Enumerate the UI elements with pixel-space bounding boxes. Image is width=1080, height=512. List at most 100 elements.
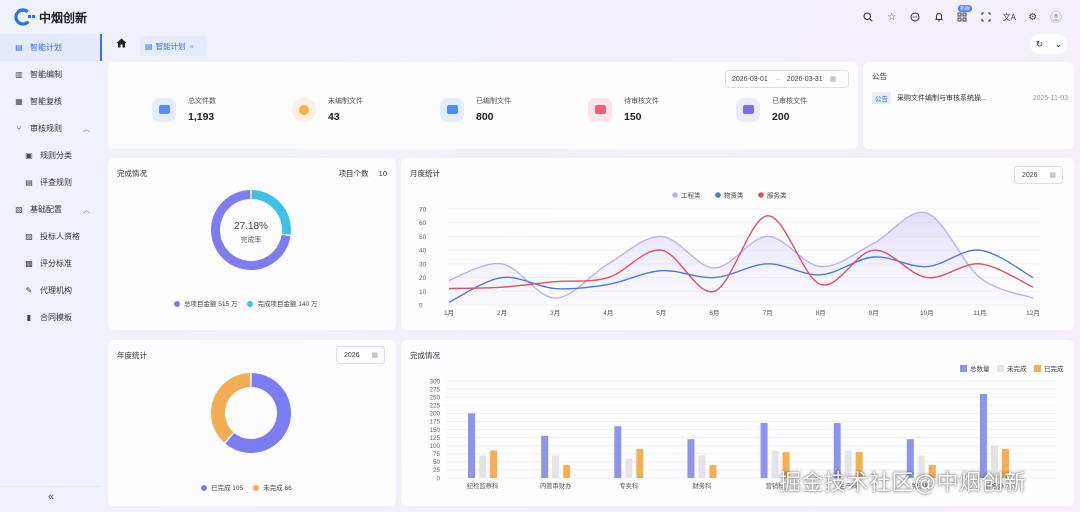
x-tick-label: 8月 (816, 309, 826, 317)
pie-slice (251, 190, 291, 235)
monthly-year-select[interactable]: 2026 ▦ (1014, 166, 1063, 184)
sidebar-item-base-config[interactable]: ▧ 基础配置 ︿ (0, 196, 102, 223)
apps-icon[interactable]: 新版 (951, 5, 975, 25)
calendar-icon: ▦ (371, 352, 378, 359)
x-tick-label: 1月 (444, 309, 454, 317)
bar (833, 423, 841, 478)
x-tick-label: 10月 (920, 309, 934, 317)
range-arrow: → (773, 75, 781, 83)
x-tick-label: 6月 (709, 309, 719, 317)
monthly-line-chart: 0 10 20 30 40 50 60 70 1月 2月 3月 4月 5月 6月 7月 8月 9月 10月 11月 1… (419, 191, 1041, 317)
x-tick-label: 财务科 (692, 481, 712, 490)
x-tick-label: 物流科 (912, 481, 932, 490)
chevron-down-icon[interactable]: ⌄ (1054, 38, 1063, 49)
tab-smart-plan[interactable]: ▤ 智能计划 × (140, 36, 207, 56)
legend-marker (960, 365, 967, 372)
calendar-icon: ▦ (829, 76, 837, 83)
sidebar-item-agency[interactable]: ✎ 代理机构 (0, 277, 102, 304)
stat-value: 150 (624, 111, 642, 123)
bar (771, 450, 779, 478)
notice-item[interactable]: 公告 采购文件编制与审核系统操... 2025-11-03 (872, 92, 1068, 104)
completion-legend: 总项目金额 515 万 完成项目金额 140 万 (174, 298, 317, 308)
avatar[interactable] (1045, 9, 1069, 25)
fullscreen-icon[interactable] (974, 9, 998, 25)
bar (687, 439, 695, 478)
sidebar-item-audit-rules[interactable]: ⑂ 审核规则 ︿ (0, 115, 102, 142)
sidebar-item-scoring-standard[interactable]: ▩ 评分标准 (0, 250, 102, 277)
home-icon[interactable] (116, 38, 127, 51)
sidebar-item-smart-compile[interactable]: ▥ 智能编制 (0, 61, 102, 88)
app-logo[interactable]: 中烟创新 (14, 7, 87, 27)
start-date: 2026-03-01 (732, 75, 768, 83)
legend-item[interactable]: 总项目金额 515 万 (174, 298, 237, 308)
new-badge: 新版 (957, 5, 972, 12)
y-tick-label: 150 (429, 427, 440, 434)
translate-icon[interactable]: 文A (1002, 12, 1016, 22)
donut-center-value: 27.18% (234, 221, 268, 232)
sidebar-item-label: 评分标准 (40, 259, 72, 268)
sidebar-item-smart-plan[interactable]: ▤ 智能计划 (0, 34, 102, 61)
sidebar-item-label: 智能复核 (30, 97, 62, 106)
stat-total-files: 总文件数 1,193 (152, 96, 216, 123)
y-tick-label: 25 (433, 467, 441, 474)
x-tick-label: 2月 (497, 309, 507, 317)
star-folder-icon (440, 97, 464, 122)
tab-close-icon[interactable]: × (189, 41, 194, 51)
gear-icon[interactable]: ⚙ (1028, 11, 1038, 23)
y-tick-label: 225 (429, 403, 440, 410)
sidebar-item-label: 投标人资格 (40, 232, 80, 241)
sidebar-item-label: 合同模板 (40, 313, 72, 322)
legend-marker (997, 365, 1004, 372)
tab-doc-icon: ▤ (145, 41, 153, 51)
sidebar-item-check-rules[interactable]: ▤ 评查规则 (0, 169, 102, 196)
bar (541, 435, 549, 478)
notice-tag: 公告 (872, 92, 891, 104)
legend-label: 物资类 (724, 191, 744, 200)
sidebar-collapse-button[interactable]: « (0, 486, 102, 508)
clock-icon (292, 97, 316, 122)
sidebar-item-contract-template[interactable]: ▮ 合同模板 (0, 304, 102, 331)
x-tick-label: 7月 (762, 309, 772, 317)
legend-marker (672, 192, 678, 198)
legend-item[interactable]: 已完成 105 (201, 482, 243, 492)
bell-icon[interactable] (927, 9, 951, 25)
notice-card: 公告 公告 采购文件编制与审核系统操... 2025-11-03 (863, 62, 1074, 149)
y-tick-label: 70 (419, 207, 427, 214)
sidebar-item-rule-category[interactable]: ▣ 规则分类 (0, 142, 102, 169)
legend-marker (758, 192, 764, 198)
bar (625, 458, 633, 478)
y-tick-label: 275 (429, 386, 440, 393)
yearly-donut-chart (211, 373, 291, 453)
bar (552, 455, 560, 478)
project-count: 项目个数 10 (339, 168, 387, 179)
series-area (449, 212, 1033, 305)
sidebar-item-label: 基础配置 (30, 205, 62, 214)
pie-slice (211, 373, 251, 443)
legend-marker (715, 192, 721, 198)
sidebar-item-smart-review[interactable]: ▦ 智能复核 (0, 88, 102, 115)
search-icon[interactable] (857, 9, 881, 25)
message-icon[interactable] (904, 9, 928, 25)
legend-item[interactable]: 完成项目金额 140 万 (247, 298, 317, 308)
bar (614, 426, 622, 478)
monthly-title: 月度统计 (410, 169, 440, 178)
legend-item[interactable]: 未完成 66 (253, 482, 292, 492)
toolbar: ☆ 新版 文A ⚙ (857, 5, 1069, 25)
bar-card: 完成情况 0 25 50 75 100 125 150 175 200 225 250 275 300 纪… (401, 340, 1074, 506)
yearly-year-select[interactable]: 2026 ▦ (336, 346, 385, 364)
bar-title: 完成情况 (410, 351, 440, 360)
sidebar-item-label: 评查规则 (40, 178, 72, 187)
legend-label: 服务类 (767, 191, 787, 200)
y-tick-label: 10 (419, 289, 427, 296)
star-icon[interactable]: ☆ (887, 11, 897, 23)
edit-doc-icon: ▥ (15, 70, 23, 79)
folder-icon (152, 97, 176, 122)
y-tick-label: 50 (433, 459, 441, 466)
legend-label: 总项目金额 515 万 (184, 301, 238, 308)
stat-label: 未编制文件 (328, 98, 363, 105)
agency-icon: ✎ (25, 286, 33, 295)
bar (468, 413, 476, 478)
sidebar-item-bidder-qualification[interactable]: ▨ 投标人资格 (0, 223, 102, 250)
refresh-icon[interactable]: ↻ (1035, 38, 1044, 49)
date-range-picker[interactable]: 2026-03-01 → 2026-03-31 ▦ (725, 70, 849, 88)
